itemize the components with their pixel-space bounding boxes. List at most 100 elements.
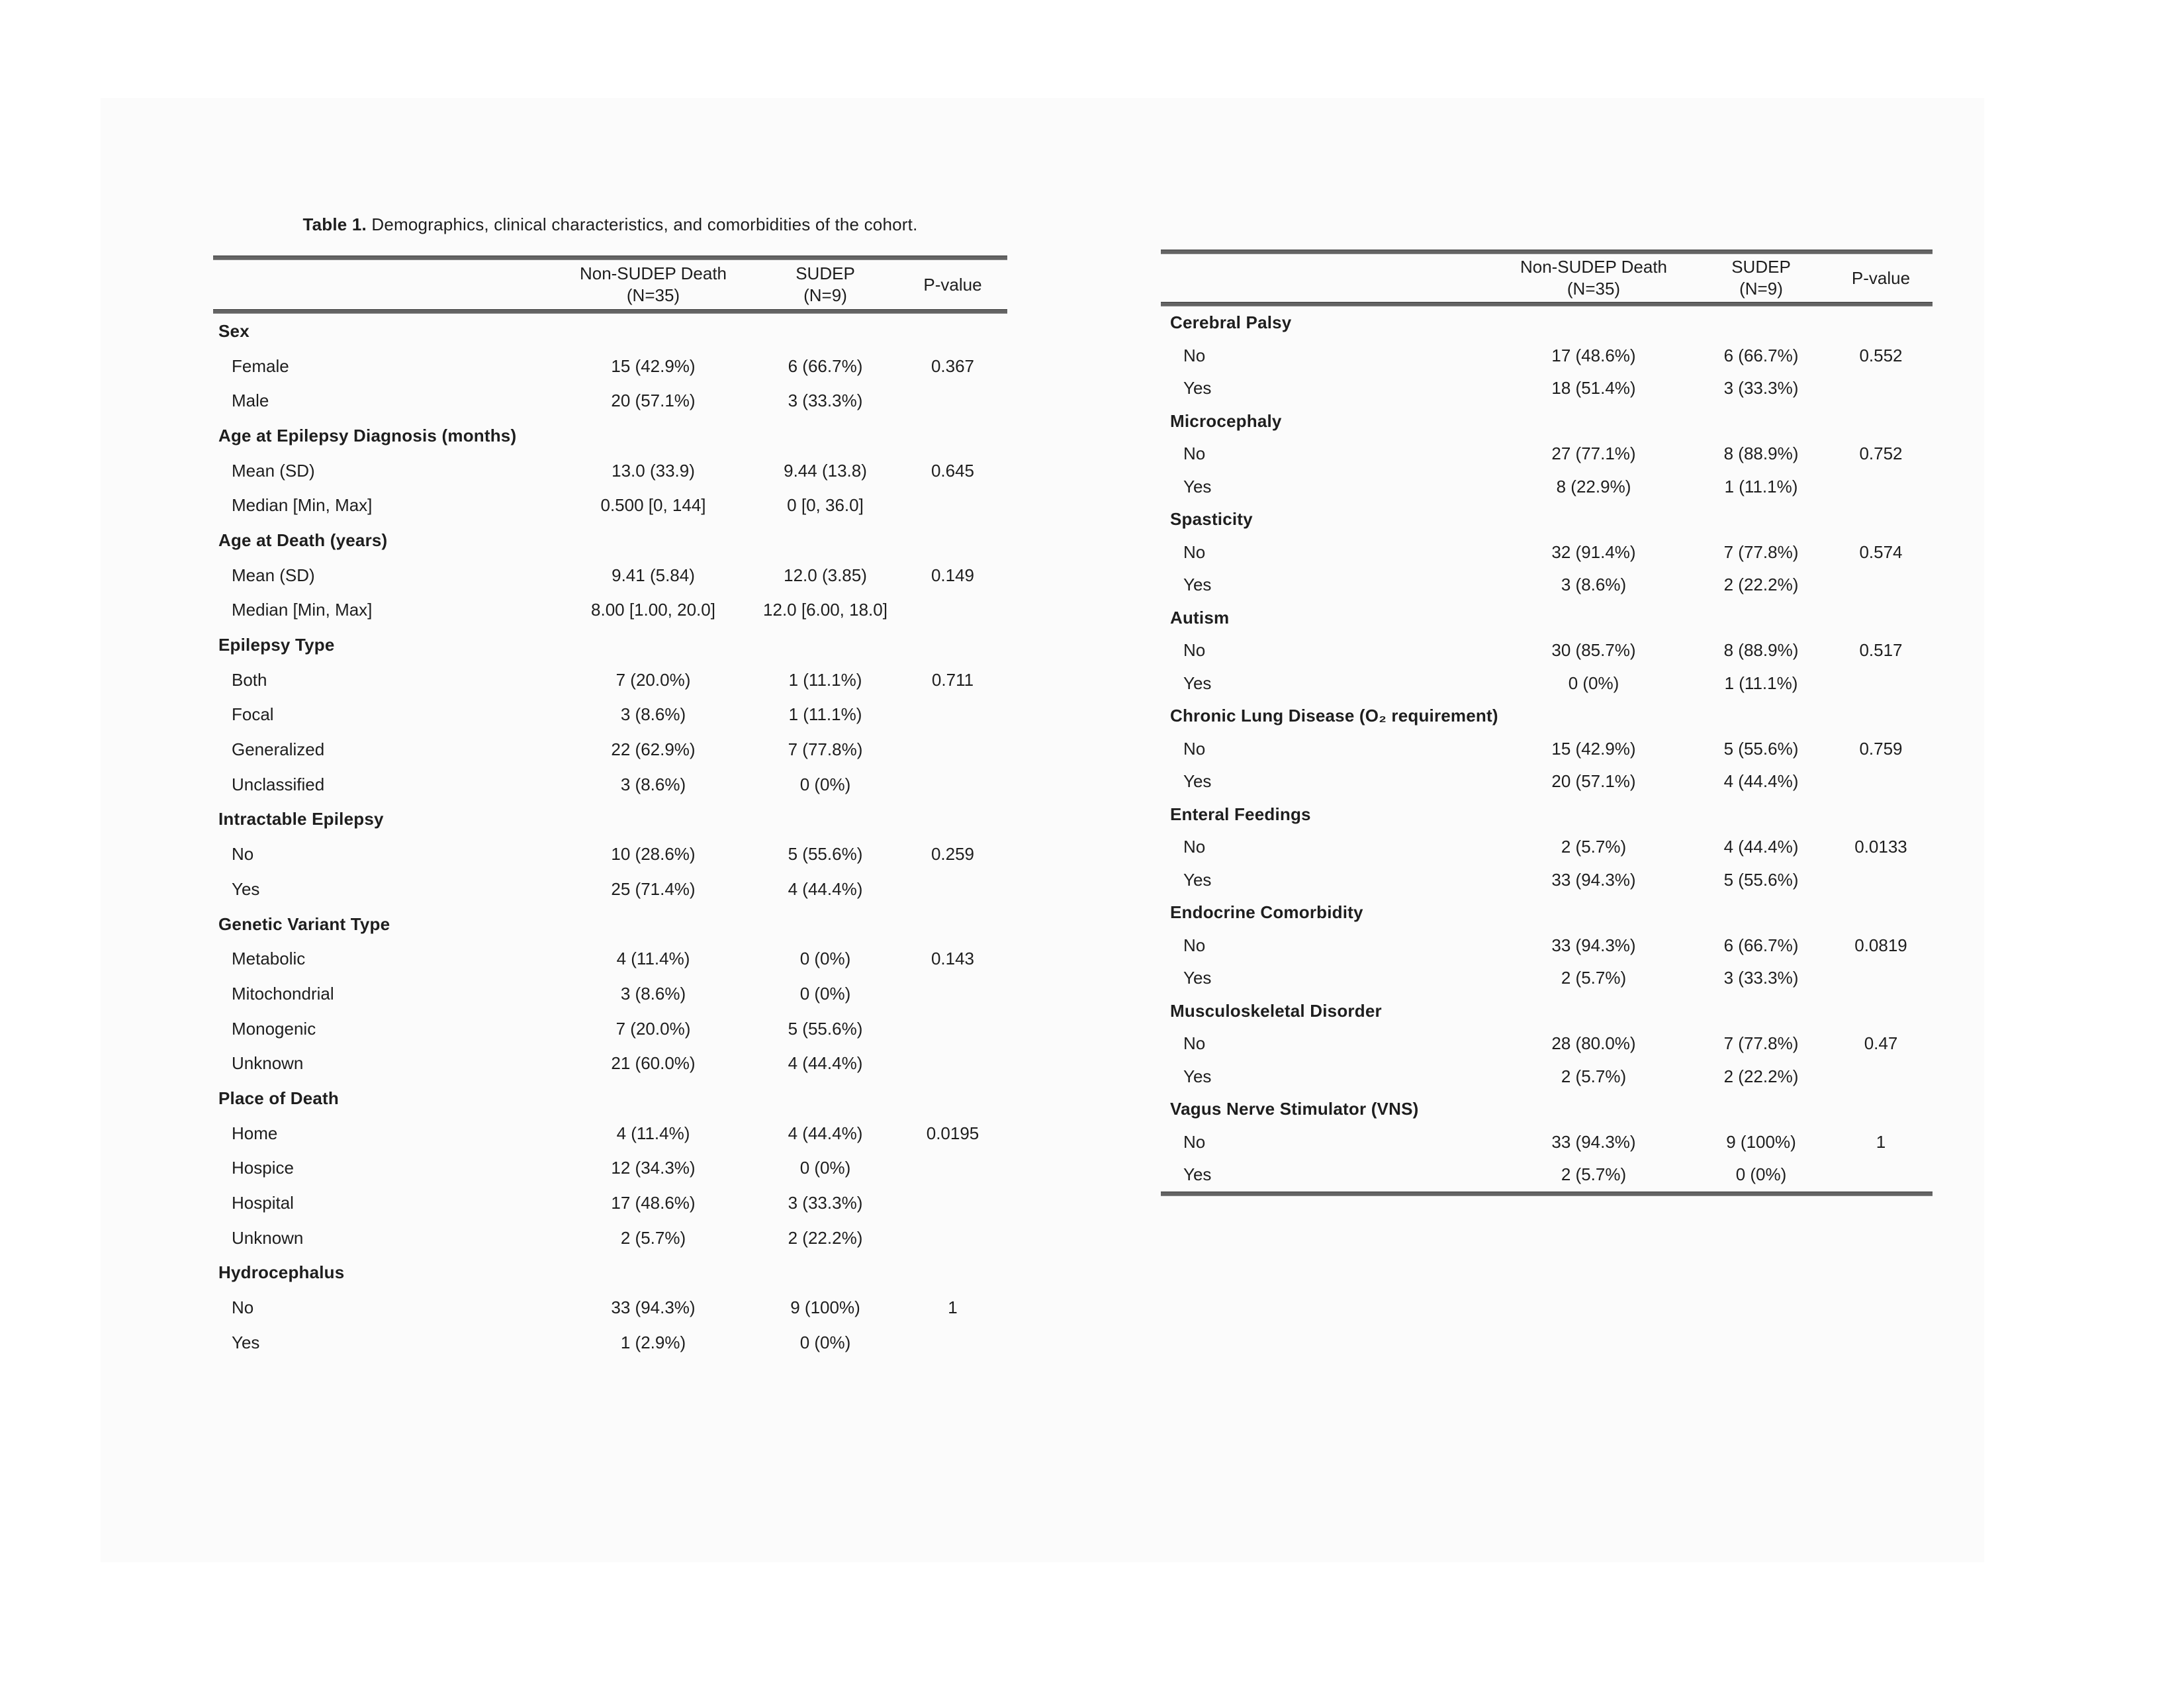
value-sudep: 12.0 (3.85) [784, 565, 867, 585]
value-sudep: 0 (0%) [799, 1332, 851, 1352]
row-label: Median [Min, Max] [232, 600, 373, 620]
row-label: Yes [1183, 1066, 1212, 1086]
row-label: Yes [1183, 968, 1212, 988]
row-label: No [1183, 345, 1206, 365]
section-row: Age at Death (years) [213, 523, 1007, 558]
value-sudep: 4 (44.4%) [1723, 837, 1799, 857]
value-sudep: 7 (77.8%) [788, 739, 863, 760]
table-row: Focal 3 (8.6%) 1 (11.1%) [213, 698, 1007, 733]
table-row: Home 4 (11.4%) 4 (44.4%) 0.0195 [213, 1116, 1007, 1151]
value-sudep: 4 (44.4%) [788, 1123, 863, 1143]
row-label: No [1183, 640, 1206, 661]
column-header-line: (N=9) [803, 285, 847, 305]
value-nonsudep: 20 (57.1%) [611, 391, 696, 411]
column-header-empty [213, 260, 554, 309]
column-header-line: SUDEP [1731, 257, 1791, 277]
table-title: Table 1. Demographics, clinical characte… [213, 205, 1007, 242]
table-row: Unclassified 3 (8.6%) 0 (0%) [213, 767, 1007, 802]
table-row: Yes 33 (94.3%) 5 (55.6%) [1161, 864, 1933, 897]
table-title-text: Demographics, clinical characteristics, … [366, 214, 918, 234]
column-header-line: SUDEP [796, 263, 855, 283]
value-sudep: 5 (55.6%) [788, 1018, 863, 1039]
value-sudep: 0 (0%) [799, 949, 851, 969]
value-sudep: 0 (0%) [799, 983, 851, 1004]
value-pvalue: 0.47 [1864, 1033, 1898, 1054]
row-label: Monogenic [232, 1018, 316, 1039]
value-nonsudep: 4 (11.4%) [616, 1123, 690, 1143]
section-row: Endocrine Comorbidity [1161, 896, 1933, 929]
value-nonsudep: 21 (60.0%) [611, 1053, 696, 1074]
row-label: Yes [232, 1332, 260, 1352]
section-header: Enteral Feedings [1170, 804, 1311, 824]
table-row: Yes 1 (2.9%) 0 (0%) [213, 1325, 1007, 1360]
table-body-right: Cerebral Palsy No 17 (48.6%) 6 (66.7%) 0.552… [1161, 306, 1933, 1192]
section-row: Genetic Variant Type [213, 907, 1007, 942]
value-sudep: 5 (55.6%) [1723, 738, 1799, 759]
table-row: Metabolic 4 (11.4%) 0 (0%) 0.143 [213, 941, 1007, 976]
value-nonsudep: 4 (11.4%) [616, 949, 690, 969]
value-sudep: 7 (77.8%) [1723, 1033, 1799, 1054]
value-nonsudep: 3 (8.6%) [620, 774, 686, 794]
row-label: Yes [1183, 1164, 1212, 1185]
table-row: No 2 (5.7%) 4 (44.4%) 0.0133 [1161, 831, 1933, 864]
value-sudep: 9.44 (13.8) [784, 460, 867, 481]
row-label: Yes [1183, 771, 1212, 792]
table-row: No 15 (42.9%) 5 (55.6%) 0.759 [1161, 733, 1933, 766]
value-nonsudep: 2 (5.7%) [1561, 968, 1627, 988]
section-header: Autism [1170, 607, 1230, 628]
value-pvalue: 0.143 [931, 949, 975, 969]
value-sudep: 3 (33.3%) [1723, 378, 1799, 399]
table-row: Monogenic 7 (20.0%) 5 (55.6%) [213, 1011, 1007, 1047]
table-title-prefix: Table 1. [302, 214, 367, 234]
value-sudep: 9 (100%) [790, 1297, 860, 1318]
column-header-line: P-value [1851, 267, 1911, 288]
value-pvalue: 0.517 [1859, 640, 1903, 661]
section-header: Chronic Lung Disease (O₂ requirement) [1170, 706, 1498, 726]
table-row: No 30 (85.7%) 8 (88.9%) 0.517 [1161, 634, 1933, 667]
table-row: Yes 2 (5.7%) 2 (22.2%) [1161, 1060, 1933, 1094]
section-row: Intractable Epilepsy [213, 802, 1007, 837]
section-row: Autism [1161, 602, 1933, 635]
value-nonsudep: 2 (5.7%) [620, 1227, 686, 1248]
row-label: Yes [1183, 476, 1212, 496]
header-rule [213, 309, 1007, 314]
value-nonsudep: 12 (34.3%) [611, 1158, 696, 1178]
row-label: Yes [1183, 378, 1212, 399]
section-header: Vagus Nerve Stimulator (VNS) [1170, 1099, 1419, 1119]
value-pvalue: 0.259 [931, 844, 975, 865]
table-row: Both 7 (20.0%) 1 (11.1%) 0.711 [213, 663, 1007, 698]
section-row: Microcephaly [1161, 405, 1933, 438]
value-pvalue: 0.759 [1859, 738, 1903, 759]
table-row: Median [Min, Max] 8.00 [1.00, 20.0] 12.0 [… [213, 593, 1007, 628]
section-row: Sex [213, 314, 1007, 349]
table-row: Mean (SD) 13.0 (33.9) 9.44 (13.8) 0.645 [213, 453, 1007, 489]
value-pvalue: 0.0133 [1854, 837, 1907, 857]
value-nonsudep: 17 (48.6%) [1551, 345, 1636, 365]
value-sudep: 1 (11.1%) [788, 704, 862, 725]
value-nonsudep: 3 (8.6%) [620, 983, 686, 1004]
column-header-line: P-value [923, 274, 982, 295]
row-label: No [232, 1297, 254, 1318]
section-row: Vagus Nerve Stimulator (VNS) [1161, 1093, 1933, 1126]
row-label: Male [232, 391, 269, 411]
value-sudep: 1 (11.1%) [1724, 673, 1798, 693]
value-nonsudep: 0 (0%) [1568, 673, 1619, 693]
table-row: No 33 (94.3%) 9 (100%) 1 [1161, 1126, 1933, 1159]
section-row: Musculoskeletal Disorder [1161, 995, 1933, 1028]
value-sudep: 0 (0%) [799, 774, 851, 794]
value-nonsudep: 18 (51.4%) [1551, 378, 1636, 399]
row-label: Mean (SD) [232, 460, 315, 481]
row-label: Hospice [232, 1158, 294, 1178]
top-rule [1161, 250, 1933, 254]
value-nonsudep: 32 (91.4%) [1551, 541, 1636, 562]
row-label: No [1183, 541, 1206, 562]
value-nonsudep: 17 (48.6%) [611, 1193, 696, 1213]
row-label: Unclassified [232, 774, 325, 794]
section-row: Enteral Feedings [1161, 798, 1933, 831]
section-header: Spasticity [1170, 509, 1253, 530]
value-sudep: 8 (88.9%) [1723, 640, 1799, 661]
row-label: Yes [232, 878, 260, 899]
value-sudep: 7 (77.8%) [1723, 541, 1799, 562]
column-header-empty [1161, 254, 1494, 302]
section-header: Genetic Variant Type [218, 914, 390, 934]
